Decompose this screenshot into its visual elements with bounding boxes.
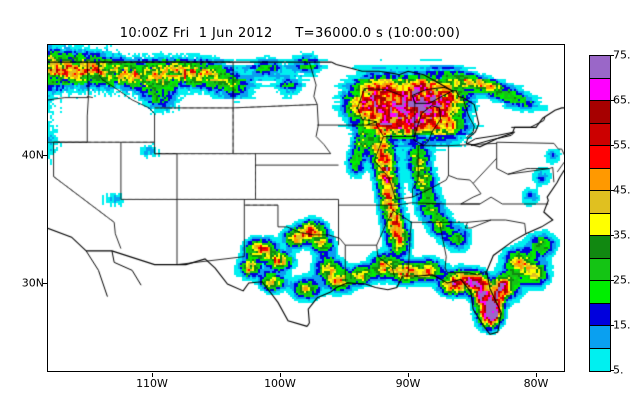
colorbar-tick bbox=[610, 370, 614, 371]
colorbar-tick bbox=[610, 145, 614, 146]
colorbar-band bbox=[590, 348, 610, 371]
colorbar-tick-label: 35. bbox=[613, 228, 631, 242]
colorbar-tick-label: 75. bbox=[613, 48, 631, 62]
colorbar-band bbox=[590, 123, 610, 146]
colorbar-tick bbox=[610, 235, 614, 236]
x-axis-tick bbox=[408, 373, 409, 377]
map-plot-area bbox=[47, 44, 565, 372]
x-axis-tick bbox=[280, 373, 281, 377]
precipitation-radar-canvas bbox=[48, 45, 564, 371]
y-axis-label: 40N bbox=[21, 148, 44, 162]
colorbar bbox=[589, 55, 611, 372]
colorbar-tick bbox=[610, 55, 614, 56]
colorbar-tick bbox=[610, 100, 614, 101]
colorbar-tick bbox=[610, 280, 614, 281]
y-axis-label: 30N bbox=[21, 276, 44, 290]
colorbar-tick-label: 65. bbox=[613, 93, 631, 107]
y-axis-tick bbox=[43, 283, 47, 284]
colorbar-band bbox=[590, 303, 610, 326]
y-axis-tick bbox=[43, 155, 47, 156]
x-axis-label: 80W bbox=[523, 377, 549, 390]
colorbar-band bbox=[590, 78, 610, 101]
colorbar-band bbox=[590, 258, 610, 281]
colorbar-band bbox=[590, 168, 610, 191]
colorbar-band bbox=[590, 213, 610, 236]
x-axis-label: 110W bbox=[136, 377, 168, 390]
colorbar-tick-label: 5. bbox=[613, 363, 624, 377]
colorbar-band bbox=[590, 326, 610, 349]
x-axis-tick bbox=[152, 373, 153, 377]
colorbar-tick-label: 45. bbox=[613, 183, 631, 197]
x-axis-tick bbox=[536, 373, 537, 377]
colorbar-band bbox=[590, 101, 610, 124]
colorbar-tick-label: 25. bbox=[613, 273, 631, 287]
colorbar-tick-label: 55. bbox=[613, 138, 631, 152]
colorbar-tick bbox=[610, 325, 614, 326]
colorbar-band bbox=[590, 146, 610, 169]
colorbar-band bbox=[590, 281, 610, 304]
colorbar-tick bbox=[610, 190, 614, 191]
x-axis-label: 90W bbox=[395, 377, 421, 390]
colorbar-band bbox=[590, 236, 610, 259]
figure-title: 10:00Z Fri 1 Jun 2012 T=36000.0 s (10:00… bbox=[119, 26, 461, 41]
colorbar-tick-label: 15. bbox=[613, 318, 631, 332]
x-axis-label: 100W bbox=[264, 377, 296, 390]
colorbar-band bbox=[590, 56, 610, 79]
colorbar-band bbox=[590, 191, 610, 214]
